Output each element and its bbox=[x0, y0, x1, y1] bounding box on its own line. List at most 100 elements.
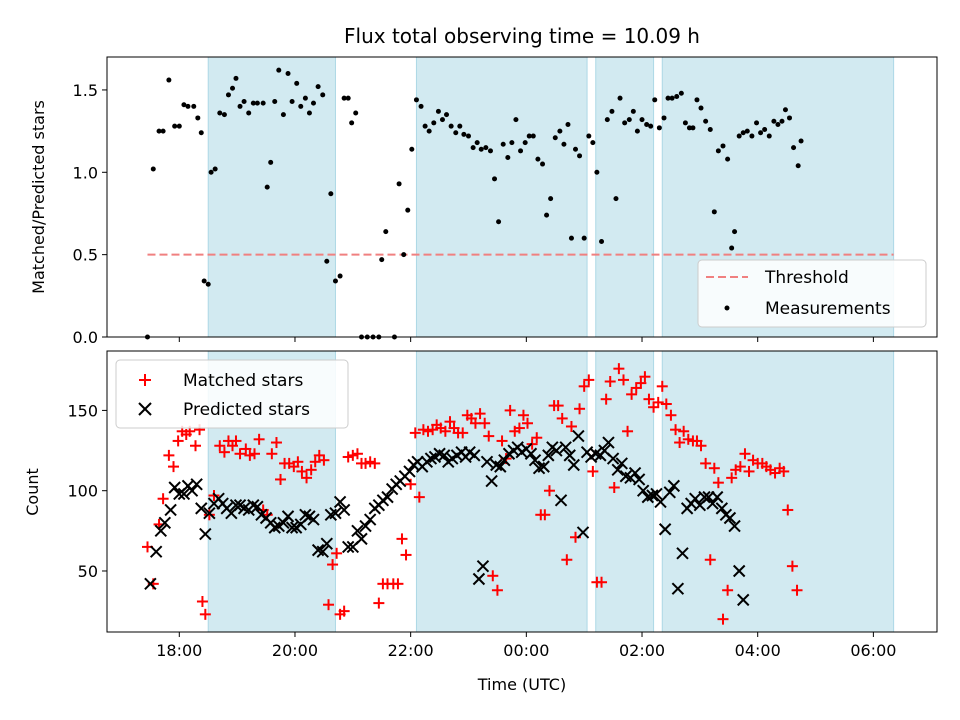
predicted-star-point bbox=[195, 502, 208, 515]
predicted-star-point bbox=[337, 503, 351, 517]
measurement-point bbox=[720, 143, 726, 149]
matched-star-point bbox=[292, 456, 304, 468]
measurement-point bbox=[492, 176, 498, 182]
predicted-star-point bbox=[476, 559, 490, 573]
measurement-point bbox=[544, 212, 550, 218]
measurement-point bbox=[457, 123, 463, 129]
measurement-point bbox=[353, 110, 359, 116]
measurement-point bbox=[185, 103, 191, 109]
measurement-point bbox=[594, 169, 600, 175]
bottom-y-axis-label: Count bbox=[23, 468, 42, 516]
measurement-point bbox=[522, 140, 528, 146]
x-tick-label: 18:00 bbox=[156, 641, 202, 660]
measurement-point bbox=[413, 97, 419, 103]
predicted-star-point bbox=[550, 444, 563, 457]
matched-star-point bbox=[552, 400, 564, 412]
legend-predicted-label: Predicted stars bbox=[183, 400, 310, 420]
y-tick-label: 1.5 bbox=[73, 81, 98, 100]
matched-star-point bbox=[172, 435, 184, 447]
measurement-point bbox=[707, 126, 713, 132]
matched-star-point bbox=[270, 437, 282, 449]
y-tick-label: 150 bbox=[67, 401, 98, 420]
predicted-star-point bbox=[403, 465, 416, 478]
measurement-point bbox=[422, 123, 428, 129]
predicted-star-point bbox=[199, 527, 212, 541]
measurement-point bbox=[205, 281, 211, 287]
measurement-point bbox=[548, 196, 554, 202]
measurement-point bbox=[324, 258, 330, 264]
matched-star-point bbox=[700, 457, 712, 469]
predicted-star-point bbox=[611, 463, 624, 477]
matched-star-point bbox=[556, 412, 568, 424]
matched-star-point bbox=[230, 435, 242, 447]
measurement-point bbox=[557, 128, 563, 134]
predicted-star-point bbox=[268, 521, 281, 534]
measurement-point bbox=[483, 145, 489, 151]
matched-star-point bbox=[331, 547, 343, 559]
matched-star-point bbox=[305, 464, 317, 476]
measurement-point bbox=[294, 80, 300, 86]
matched-star-point bbox=[739, 448, 751, 460]
y-tick-label: 0.0 bbox=[73, 328, 98, 347]
matched-star-point bbox=[695, 440, 707, 452]
measurement-point bbox=[405, 207, 411, 213]
bottom-legend-box bbox=[115, 359, 349, 429]
matched-star-point bbox=[275, 473, 287, 485]
measurement-point bbox=[320, 92, 326, 98]
matched-star-point bbox=[574, 403, 586, 415]
measurement-point bbox=[409, 146, 415, 152]
measurement-point bbox=[396, 181, 402, 187]
measurement-point bbox=[661, 115, 667, 121]
matched-star-point bbox=[712, 477, 724, 489]
predicted-star-point bbox=[524, 447, 538, 460]
predicted-star-point bbox=[490, 458, 503, 472]
matched-star-point bbox=[400, 549, 412, 561]
measurement-point bbox=[795, 163, 801, 169]
measurement-point bbox=[568, 235, 574, 241]
measurement-point bbox=[561, 141, 567, 147]
top-axes-frame bbox=[106, 56, 938, 338]
shaded-interval-1 bbox=[415, 350, 588, 633]
matched-star-point bbox=[479, 417, 491, 429]
predicted-star-point bbox=[424, 452, 438, 465]
measurement-point bbox=[298, 103, 304, 109]
measurement-point bbox=[418, 103, 424, 109]
measurement-point bbox=[762, 126, 768, 132]
legend-matched-swatch bbox=[139, 374, 151, 386]
predicted-star-point bbox=[299, 508, 312, 521]
matched-star-point bbox=[409, 427, 421, 439]
predicted-star-point bbox=[351, 524, 364, 538]
predicted-star-point bbox=[177, 487, 191, 501]
matched-star-point bbox=[491, 584, 503, 596]
matched-star-point bbox=[157, 493, 169, 505]
matched-star-point bbox=[405, 478, 417, 490]
measurement-point bbox=[241, 98, 247, 104]
matched-star-point bbox=[487, 570, 499, 582]
matched-star-point bbox=[444, 416, 456, 428]
predicted-star-point bbox=[723, 511, 737, 525]
matched-star-point bbox=[248, 448, 260, 460]
matched-star-point bbox=[618, 374, 630, 386]
predicted-star-point bbox=[316, 545, 329, 558]
matched-star-point bbox=[604, 376, 616, 388]
measurement-point bbox=[599, 238, 605, 244]
matched-star-point bbox=[565, 420, 577, 432]
measurement-point bbox=[156, 128, 162, 134]
matched-star-point bbox=[483, 430, 495, 442]
matched-star-point bbox=[218, 446, 230, 458]
predicted-star-point bbox=[190, 478, 203, 491]
matched-star-point bbox=[457, 427, 469, 439]
matched-star-point bbox=[635, 377, 647, 389]
predicted-star-point bbox=[251, 500, 264, 513]
predicted-star-point bbox=[554, 494, 568, 507]
measurement-point bbox=[518, 148, 524, 154]
measurement-point bbox=[237, 103, 243, 109]
measurement-point bbox=[634, 128, 640, 134]
predicted-star-point bbox=[164, 503, 177, 517]
predicted-star-point bbox=[472, 572, 486, 586]
measurement-point bbox=[328, 191, 334, 197]
matched-star-point bbox=[708, 462, 720, 474]
measurement-point bbox=[201, 278, 207, 284]
measurement-point bbox=[787, 115, 793, 121]
predicted-star-point bbox=[281, 510, 295, 523]
